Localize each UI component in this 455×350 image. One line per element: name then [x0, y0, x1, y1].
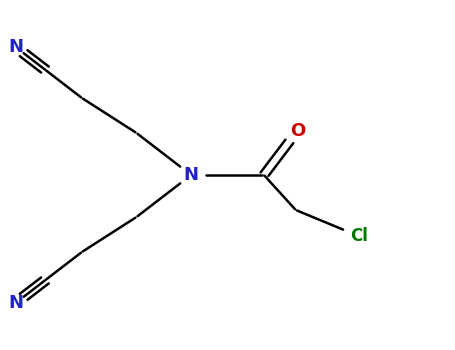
- Text: O: O: [290, 122, 306, 140]
- Text: N: N: [184, 166, 198, 184]
- Text: N: N: [9, 38, 23, 56]
- Text: N: N: [9, 294, 23, 312]
- Text: Cl: Cl: [350, 227, 369, 245]
